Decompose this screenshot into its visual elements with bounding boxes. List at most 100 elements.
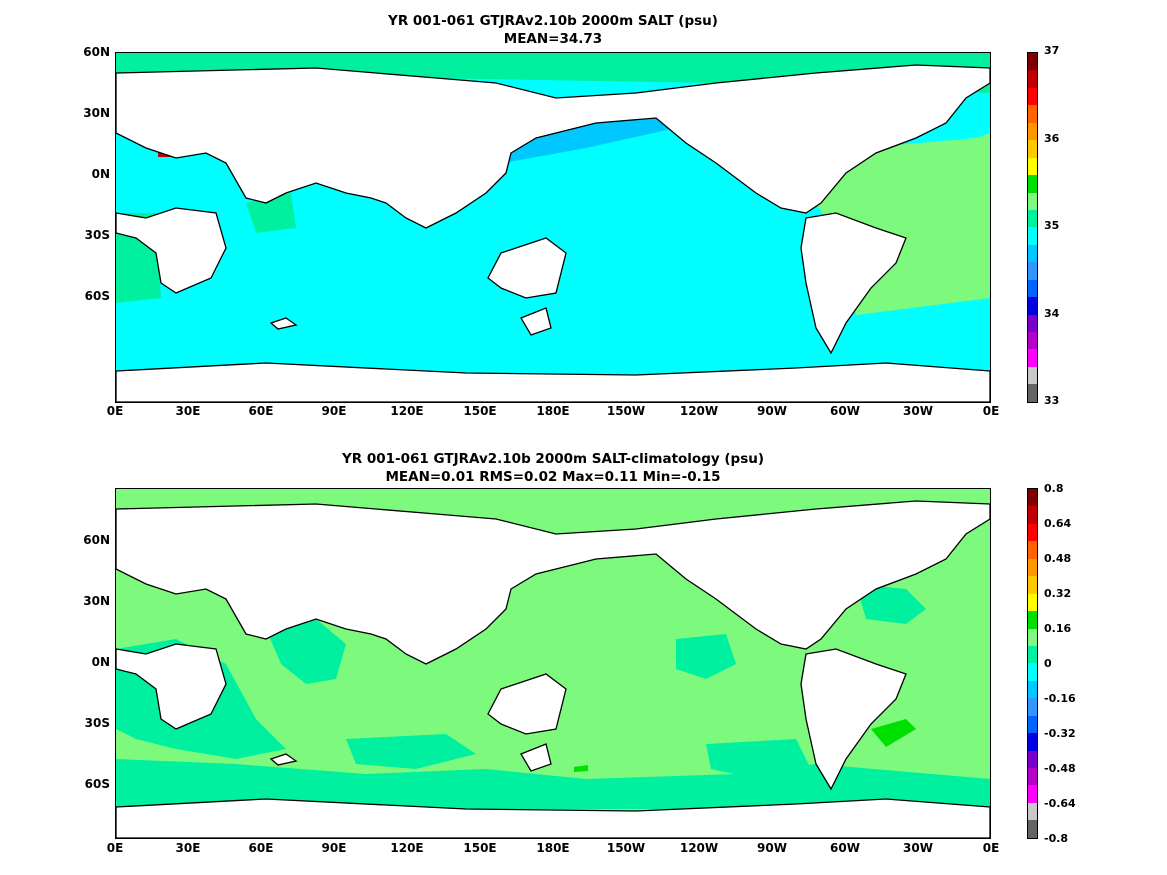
colorbar-swatch (1028, 541, 1037, 559)
salt-map (116, 53, 990, 402)
colorbar-swatch (1028, 332, 1037, 350)
colorbar-swatch (1028, 262, 1037, 280)
colorbar-swatch (1028, 349, 1037, 367)
kerguelen-island (269, 317, 298, 330)
lat-label: 60N (83, 533, 110, 547)
colorbar-swatch (1028, 279, 1037, 298)
colorbar-swatch (1028, 628, 1037, 646)
colorbar-swatch (1028, 87, 1037, 106)
lon-label: 150E (463, 404, 497, 418)
lat-label: 30S (84, 716, 110, 730)
salt-colorbar-label: 34 (1044, 307, 1060, 320)
salt-difference-map-panel (115, 488, 991, 839)
lon-label: 120E (390, 404, 424, 418)
colorbar-swatch (1028, 820, 1037, 838)
colorbar-swatch (1028, 680, 1037, 699)
lon-label: 90W (757, 404, 787, 418)
lon-label: 150W (606, 404, 646, 418)
lon-label: 30W (903, 841, 933, 855)
lat-label: 60S (84, 777, 110, 791)
lon-label: 0E (982, 404, 1000, 418)
colorbar-swatch (1028, 366, 1037, 385)
colorbar-swatch (1028, 506, 1037, 524)
diff-colorbar-label: -0.16 (1044, 692, 1076, 705)
colorbar-swatch (1028, 297, 1037, 315)
lat-label: 30S (84, 228, 110, 242)
continents (116, 64, 990, 402)
africa (116, 207, 227, 294)
panel2-subtitle: MEAN=0.01 RMS=0.02 Max=0.11 Min=-0.15 (385, 469, 721, 485)
salt-colorbar-label: 37 (1044, 44, 1060, 57)
salt-colorbar-label: 36 (1044, 132, 1060, 145)
panel1-subtitle: MEAN=34.73 (503, 31, 603, 47)
lon-label: 120W (679, 404, 719, 418)
colorbar-swatch (1028, 209, 1037, 228)
panel1-title: YR 001-061 GTJRAv2.10b 2000m SALT (psu) (388, 13, 718, 29)
lon-label: 90W (757, 841, 787, 855)
lon-label: 120E (390, 841, 424, 855)
australia (487, 237, 567, 299)
lat-label: 60N (83, 45, 110, 59)
south-america (800, 212, 907, 355)
colorbar-swatch (1028, 558, 1037, 577)
lon-label: 30E (175, 841, 201, 855)
lon-label: 0E (982, 841, 1000, 855)
lon-label: 90E (321, 404, 347, 418)
colorbar-swatch (1028, 157, 1037, 176)
lat-label: 60S (84, 289, 110, 303)
diff-colorbar-label: -0.64 (1044, 797, 1076, 810)
colorbar-swatch (1028, 663, 1037, 681)
diff-colorbar-label: -0.32 (1044, 727, 1076, 740)
colorbar-swatch (1028, 750, 1037, 768)
colorbar-swatch (1028, 802, 1037, 821)
diff-colorbar-label: 0.16 (1044, 622, 1072, 635)
colorbar-swatch (1028, 611, 1037, 629)
lon-label: 120W (679, 841, 719, 855)
salt-colorbar-label: 33 (1044, 394, 1060, 407)
colorbar-swatch (1028, 785, 1037, 803)
arabian-sea-field (246, 193, 296, 233)
colorbar-swatch (1028, 244, 1037, 263)
lon-label: 150W (606, 841, 646, 855)
antarctica (116, 362, 990, 402)
lon-label: 60E (248, 404, 274, 418)
lat-label: 30N (83, 594, 110, 608)
lon-label: 90E (321, 841, 347, 855)
colorbar-swatch (1028, 175, 1037, 193)
diff-colorbar-label: 0.32 (1044, 587, 1072, 600)
colorbar-swatch (1028, 53, 1037, 71)
lon-label: 30W (903, 404, 933, 418)
colorbar-swatch (1028, 698, 1037, 716)
salt-map-panel (115, 52, 991, 403)
lon-label: 60W (830, 404, 860, 418)
colorbar-swatch (1028, 768, 1037, 786)
colorbar-swatch (1028, 314, 1037, 332)
colorbar-swatch (1028, 105, 1037, 123)
colorbar-swatch (1028, 715, 1037, 734)
lon-label: 60W (830, 841, 860, 855)
continents-panel2 (116, 500, 990, 838)
lon-label: 30E (175, 404, 201, 418)
panel2-title: YR 001-061 GTJRAv2.10b 2000m SALT-climat… (341, 451, 765, 467)
colorbar-swatch (1028, 733, 1037, 751)
lat-label: 0N (91, 655, 110, 669)
lon-label: 60E (248, 841, 274, 855)
diff-colorbar-label: 0 (1044, 657, 1052, 670)
colorbar-swatch (1028, 576, 1037, 594)
colorbar-swatch (1028, 645, 1037, 664)
colorbar-swatch (1028, 593, 1037, 612)
colorbar-swatch (1028, 140, 1037, 158)
lon-label: 0E (106, 841, 124, 855)
diff-colorbar-label: -0.48 (1044, 762, 1076, 775)
lon-label: 150E (463, 841, 497, 855)
salt-difference-map (116, 500, 990, 838)
colorbar-swatch (1028, 70, 1037, 88)
colorbar-swatch (1028, 227, 1037, 245)
new-zealand (520, 307, 552, 336)
diff-colorbar-label: 0.48 (1044, 552, 1072, 565)
difference-colorbar (1027, 488, 1038, 839)
diff-colorbar-label: 0.64 (1044, 517, 1072, 530)
lon-label: 0E (106, 404, 124, 418)
colorbar-swatch (1028, 192, 1037, 210)
lon-label: 180E (536, 404, 570, 418)
